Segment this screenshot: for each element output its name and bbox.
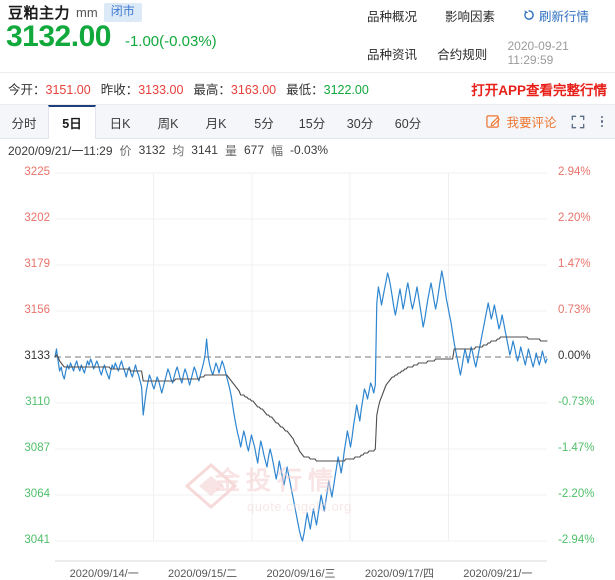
y-axis-right-label: 0.00% (558, 350, 591, 362)
y-axis-left-label: 3110 (25, 396, 50, 408)
tab-label: 周K (157, 117, 179, 131)
x-axis-label: 2020/09/14/一 (69, 568, 139, 580)
y-axis-right-label: -2.94% (558, 534, 595, 546)
y-axis-left-label: 3133 (24, 350, 50, 362)
price-chart[interactable]: 金投行情 quote.cngold.org 3225 2.94% 3202 2.20%… (0, 161, 615, 580)
nav-overview[interactable]: 品种概况 (367, 9, 418, 24)
y-axis-left-label: 3064 (24, 488, 50, 500)
fullscreen-icon (571, 115, 584, 128)
page-title: 豆粕主力 (8, 5, 71, 22)
header-nav: 品种概况 影响因素 刷新行情 品种资讯 合约规则 2020-09-21 11:2… (367, 4, 607, 68)
low-stat: 最低：3122.00 (286, 79, 369, 98)
prevclose-value: 3133.00 (138, 83, 184, 97)
chart-period-tabs: 分时 5日 日K 周K 月K 5分 15分 30分 60分 我要评论 (0, 105, 615, 139)
refresh-label: 刷新行情 (539, 9, 590, 24)
more-options-button[interactable] (599, 114, 606, 130)
tab-label: 5日 (62, 117, 82, 131)
quote-timestamp: 2020-09-21 11:29:59 (507, 39, 569, 67)
y-axis-right-label: -1.47% (558, 442, 595, 454)
info-price-key: 价 (119, 143, 132, 158)
tab-label: 日K (109, 117, 131, 131)
info-datetime: 2020/09/21/一11:29 (8, 143, 113, 158)
page-header: 豆粕主力 mm 闭市 3132.00 -1.00(-0.03%) 品种概况 影响… (0, 0, 615, 72)
tab-label: 60分 (394, 117, 422, 131)
low-value: 3122.00 (323, 83, 369, 97)
fullscreen-button[interactable] (571, 115, 585, 129)
tab-60min[interactable]: 60分 (384, 105, 432, 138)
y-axis-left-label: 3087 (24, 442, 50, 454)
price-change: -1.00(-0.03%) (124, 33, 217, 50)
tab-weekk[interactable]: 周K (144, 105, 192, 138)
info-avg-val: 3141 (191, 143, 218, 157)
y-axis-right-label: 2.94% (558, 166, 591, 178)
tab-intraday[interactable]: 分时 (0, 105, 48, 138)
x-axis-label: 2020/09/16/三 (266, 568, 336, 580)
tab-label: 5分 (254, 117, 274, 131)
comment-button[interactable]: 我要评论 (486, 112, 557, 131)
y-axis-right-label: 0.73% (558, 304, 591, 316)
info-avg-key: 均 (172, 143, 185, 158)
average-line (54, 336, 548, 462)
tab-label: 15分 (298, 117, 326, 131)
last-price: 3132.00 (6, 20, 111, 53)
y-axis-right-label: 1.47% (558, 258, 591, 270)
price-row: 3132.00 -1.00(-0.03%) (6, 20, 217, 54)
prevclose-label: 昨收： (100, 83, 139, 97)
tabs-right-actions: 我要评论 (486, 105, 615, 138)
tab-label: 月K (205, 117, 227, 131)
y-axis-right-label: -2.20% (558, 488, 595, 500)
y-axis-left-label: 3179 (24, 258, 50, 270)
prevclose-stat: 昨收：3133.00 (101, 79, 184, 98)
refresh-icon (524, 10, 534, 20)
tab-label: 30分 (346, 117, 374, 131)
chart-canvas (54, 172, 548, 562)
symbol-code: mm (76, 5, 98, 20)
high-label: 最高： (193, 83, 231, 97)
more-vertical-icon (600, 115, 603, 119)
tab-monthk[interactable]: 月K (192, 105, 240, 138)
crosshair-info-line: 2020/09/21/一11:29 价 3132 均 3141 量 677 幅 -0.0… (0, 139, 615, 161)
y-axis-left-label: 3041 (24, 534, 50, 546)
info-pct-val: -0.03% (290, 143, 329, 157)
tab-5day[interactable]: 5日 (48, 105, 96, 139)
open-label: 今开： (8, 83, 46, 97)
y-axis-right-label: -0.73% (558, 396, 595, 408)
y-axis-left-label: 3225 (24, 166, 50, 178)
y-axis-left-label: 3156 (24, 304, 50, 316)
y-axis-right-label: 2.20% (558, 212, 591, 224)
tab-15min[interactable]: 15分 (288, 105, 336, 138)
open-stat: 今开：3151.00 (8, 79, 91, 98)
quote-summary-strip: 今开：3151.00 昨收：3133.00 最高：3163.00 最低：3122… (0, 72, 615, 105)
tab-label: 分时 (11, 117, 37, 131)
symbol-row: 豆粕主力 mm 闭市 (8, 2, 142, 23)
tab-dayk[interactable]: 日K (96, 105, 144, 138)
info-volume-key: 量 (224, 143, 237, 158)
y-axis-left-label: 3202 (24, 212, 50, 224)
low-label: 最低： (286, 83, 324, 97)
edit-comment-icon (486, 115, 501, 128)
tab-30min[interactable]: 30分 (336, 105, 384, 138)
x-axis-label: 2020/09/21/一 (463, 568, 533, 580)
high-value: 3163.00 (230, 83, 277, 97)
high-stat: 最高：3163.00 (193, 79, 276, 98)
status-badge: 闭市 (103, 3, 142, 22)
open-value: 3151.00 (45, 83, 91, 97)
comment-label: 我要评论 (506, 116, 557, 130)
nav-rules[interactable]: 合约规则 (437, 47, 488, 62)
info-price-val: 3132 (138, 143, 166, 157)
info-volume-val: 677 (244, 143, 265, 157)
x-axis-label: 2020/09/17/四 (364, 568, 434, 580)
nav-news[interactable]: 品种资讯 (367, 47, 418, 62)
x-axis-label: 2020/09/15/二 (168, 568, 238, 580)
open-app-cta[interactable]: 打开APP查看完整行情 (471, 82, 607, 98)
tab-5min[interactable]: 5分 (240, 105, 288, 138)
nav-factors[interactable]: 影响因素 (445, 9, 496, 24)
refresh-quote-button[interactable]: 刷新行情 (523, 6, 589, 25)
info-pct-key: 幅 (271, 143, 284, 158)
